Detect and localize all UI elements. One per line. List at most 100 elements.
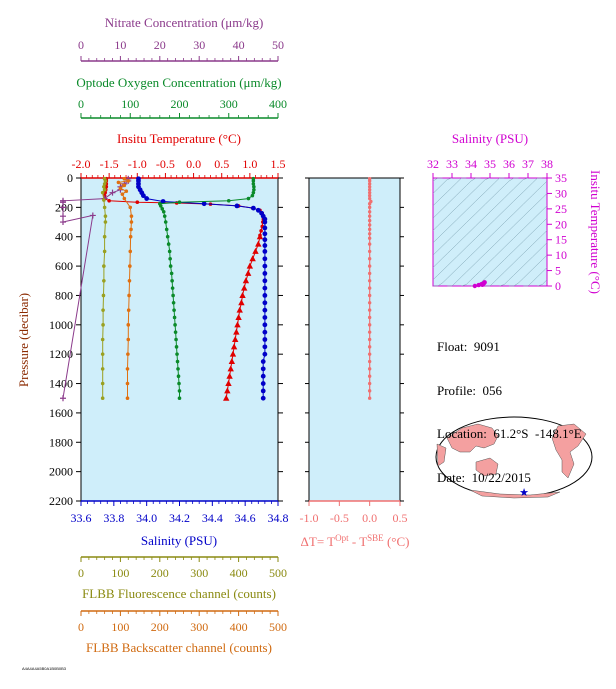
- ts-temperature-title: Insitu Temperature (°C): [588, 170, 603, 294]
- delta-point: [367, 315, 372, 320]
- delta-axis-title: ΔT= TOpt - TSBE (°C): [301, 533, 410, 549]
- salinity-point: [260, 381, 266, 386]
- oxygen-point: [162, 214, 167, 218]
- oxygen-point: [177, 396, 182, 401]
- backscatter-point: [122, 176, 127, 181]
- ts-plot-area: [432, 177, 548, 287]
- ts-y-tick-label: 15: [555, 233, 567, 247]
- ts-x-tick-label: 36: [503, 157, 515, 171]
- oxygen-point: [246, 196, 251, 201]
- oxygen-point: [172, 308, 176, 312]
- salinity-point: [201, 201, 207, 207]
- salinity-point: [262, 307, 268, 313]
- axes-layer: 0 10 20 30 40 500 100 200 300 400-2.0 -1.5 -1.0 -0.5…: [49, 38, 567, 634]
- backscatter-point: [122, 183, 127, 188]
- isopycnal-line: [432, 177, 529, 268]
- footer-code: A4A4A4A5B0A1B0B0B3: [22, 666, 67, 671]
- fluorescence-point: [101, 293, 106, 298]
- fluorescence-point: [103, 179, 108, 183]
- salinity-point: [262, 271, 268, 276]
- salinity-point: [262, 337, 268, 342]
- oxygen-point: [251, 190, 256, 195]
- ts-x-tick-label: 33: [446, 157, 458, 171]
- temperature-point: [107, 198, 111, 203]
- map-land-asia: [446, 423, 499, 453]
- backscatter-point: [116, 180, 121, 185]
- temperature-point: [249, 255, 256, 262]
- salinity-point: [262, 293, 268, 298]
- isopycnal-line: [471, 217, 548, 287]
- fluorescence-point: [100, 352, 105, 356]
- delta-point: [367, 330, 372, 334]
- fluorescence-point: [102, 278, 106, 283]
- salinity-tick-label: 33.8: [103, 511, 124, 525]
- delta-point: [367, 193, 372, 198]
- backscatter-point: [128, 249, 133, 254]
- temperature-point: [232, 336, 239, 342]
- oxygen-point: [251, 179, 256, 183]
- delta-tick-label: -0.5: [330, 511, 349, 525]
- backscatter-point: [129, 227, 133, 232]
- delta-point: [367, 271, 372, 276]
- delta-point: [367, 223, 372, 227]
- delta-point: [367, 210, 372, 214]
- isopycnal-line: [432, 177, 453, 194]
- temperature-point: [226, 372, 233, 379]
- temperature-point: [259, 229, 263, 233]
- pressure-tick-label: 1400: [49, 377, 73, 391]
- backscatter-axis-title: FLBB Backscatter channel (counts): [86, 640, 272, 655]
- isopycnal-line: [509, 254, 548, 287]
- nitrate-point: [60, 213, 66, 220]
- nitrate-point: [60, 219, 66, 226]
- oxygen-point: [176, 367, 180, 371]
- backscatter-point: [126, 308, 131, 312]
- isopycnal-line: [499, 242, 548, 287]
- map-land-africa: [436, 443, 447, 467]
- backscatter-tick-label: 100: [111, 620, 129, 634]
- temperature-point: [233, 328, 240, 335]
- ts-y-tick-label: 35: [555, 171, 567, 185]
- oxygen-point: [169, 271, 174, 276]
- delta-point: [367, 352, 372, 356]
- oxygen-point: [171, 300, 176, 305]
- map-land-australia: [475, 457, 499, 477]
- delta-point: [367, 301, 372, 305]
- nitrate-tick-label: 10: [114, 38, 126, 52]
- temperature-point: [238, 299, 245, 306]
- salinity-point: [260, 359, 266, 364]
- temperature-point: [228, 358, 236, 365]
- fluorescence-point: [102, 264, 106, 268]
- temperature-tick-label: -1.0: [128, 157, 147, 171]
- temperature-point: [224, 387, 231, 394]
- temperature-point: [246, 262, 254, 269]
- salinity-point: [250, 205, 256, 211]
- delta-point: [367, 188, 372, 192]
- backscatter-point: [118, 186, 123, 191]
- ts-isopycnal-lines: [432, 177, 548, 287]
- ts-y-tick-label: 10: [555, 248, 567, 262]
- temperature-point: [103, 190, 108, 195]
- ts-y-tick-label: 25: [555, 202, 567, 216]
- delta-point: [367, 242, 372, 246]
- salinity-tick-label: 34.4: [202, 511, 223, 525]
- fluorescence-tick-label: 400: [230, 566, 248, 580]
- oxygen-point: [163, 220, 168, 224]
- fluorescence-point: [102, 198, 106, 202]
- oxygen-tick-label: 300: [220, 97, 238, 111]
- nitrate-tick-label: 40: [233, 38, 245, 52]
- ts-panel: [432, 177, 548, 287]
- fluorescence-tick-label: 100: [111, 566, 129, 580]
- oxygen-point: [168, 256, 172, 261]
- profile-date: Date: 10/22/2015: [437, 469, 531, 485]
- temperature-point: [252, 247, 259, 254]
- oxygen-point: [177, 381, 181, 386]
- oxygen-series-line: [159, 178, 255, 399]
- oxygen-point: [170, 286, 175, 290]
- backscatter-point: [125, 367, 130, 371]
- oxygen-point: [171, 293, 175, 298]
- ts-salinity-title: Salinity (PSU): [452, 131, 528, 146]
- oxygen-point: [226, 198, 231, 203]
- fluorescence-axis-title: FLBB Fluorescence channel (counts): [82, 586, 276, 601]
- main-panel: [80, 177, 279, 502]
- isopycnal-line: [432, 177, 519, 256]
